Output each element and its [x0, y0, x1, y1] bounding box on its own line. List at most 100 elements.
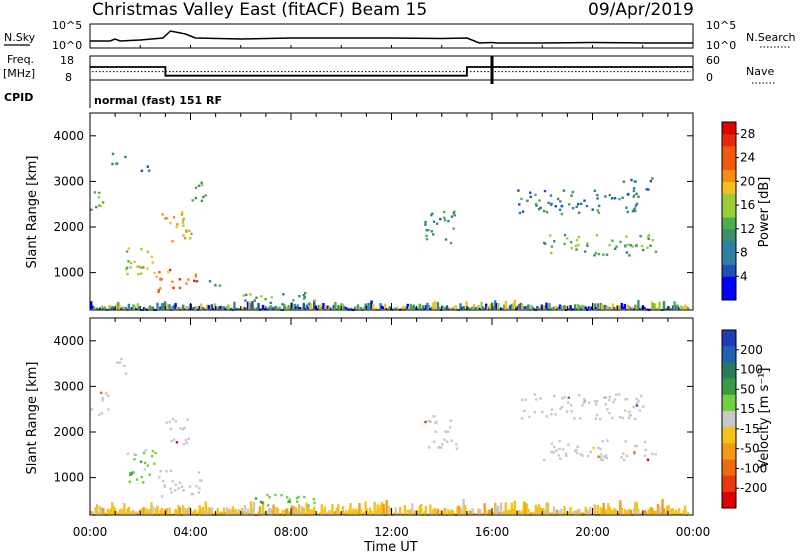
scatter-cell [628, 254, 631, 257]
ground-scatter-mark [251, 301, 254, 310]
scatter-cell [449, 426, 452, 429]
ground-scatter-mark [296, 509, 299, 515]
ground-scatter-mark [323, 307, 327, 310]
ground-scatter-mark [257, 303, 260, 310]
ground-scatter-mark [320, 306, 323, 309]
scatter-cell [159, 277, 162, 280]
scatter-cell [124, 155, 127, 159]
ground-scatter-mark [347, 509, 351, 515]
scatter-cell [169, 487, 172, 490]
scatter-cell [171, 240, 174, 243]
ground-scatter-mark [133, 305, 137, 310]
ground-scatter-mark [400, 512, 403, 515]
ground-scatter-mark [160, 508, 164, 515]
scatter-cell [302, 297, 306, 300]
scatter-cell [424, 223, 427, 226]
ground-scatter-mark [661, 499, 664, 515]
scatter-cell [111, 162, 114, 166]
ground-scatter-mark [147, 306, 150, 309]
ground-scatter-mark [279, 513, 283, 516]
ground-scatter-mark [108, 304, 111, 310]
scatter-cell [100, 204, 103, 208]
scatter-cell [453, 210, 456, 213]
ground-scatter-mark [175, 307, 179, 310]
ground-scatter-mark [501, 512, 504, 515]
scatter-cell [651, 177, 654, 180]
scatter-cell [597, 446, 600, 450]
ground-scatter-mark [408, 306, 411, 310]
ground-scatter-mark [120, 508, 123, 515]
ground-scatter-mark [397, 512, 400, 515]
scatter-cell [610, 197, 614, 200]
ground-scatter-mark [162, 512, 165, 515]
ground-scatter-mark [299, 307, 302, 310]
ground-scatter-mark [607, 503, 610, 515]
ground-scatter-mark [518, 510, 521, 515]
ground-scatter-mark [551, 512, 554, 515]
ground-scatter-mark [213, 512, 216, 515]
ground-scatter-mark [174, 303, 177, 310]
scatter-cell [570, 194, 573, 197]
scatter-cell [634, 417, 637, 421]
freq-series-line [90, 66, 693, 77]
cpid-label: CPID [4, 91, 33, 104]
ground-scatter-mark [371, 303, 375, 310]
ground-scatter-mark [316, 513, 319, 516]
ground-scatter-mark [459, 303, 462, 310]
ground-scatter-mark [91, 511, 94, 515]
ground-scatter-mark [307, 306, 310, 310]
ground-scatter-mark [548, 303, 551, 310]
scatter-cell [638, 409, 642, 412]
scatter-cell [98, 204, 101, 207]
scatter-cell [129, 473, 132, 476]
ground-scatter-mark [237, 509, 241, 515]
scatter-cell [100, 412, 104, 415]
ground-scatter-mark [246, 508, 250, 515]
ground-scatter-mark [255, 307, 259, 310]
scatter-cell [189, 237, 192, 240]
scatter-cell [592, 446, 595, 450]
ground-scatter-mark [213, 303, 216, 310]
ground-scatter-mark [108, 510, 111, 515]
scatter-cell [125, 268, 128, 271]
scatter-cell [214, 284, 217, 287]
scatter-cell [302, 294, 305, 297]
ground-scatter-mark [118, 509, 121, 515]
ground-scatter-mark [144, 511, 147, 515]
ground-scatter-mark [601, 508, 604, 515]
ground-scatter-mark [308, 301, 311, 310]
ground-scatter-mark [439, 510, 443, 515]
scatter-cell [633, 452, 636, 455]
ground-scatter-mark [94, 507, 97, 515]
ground-scatter-mark [414, 306, 417, 310]
ground-scatter-mark [150, 502, 153, 515]
ground-scatter-mark [138, 509, 141, 515]
scatter-cell [446, 430, 450, 433]
ground-scatter-mark [611, 509, 614, 515]
scatter-cell [282, 293, 285, 296]
scatter-cell [602, 253, 605, 256]
scatter-cell [111, 152, 115, 156]
ground-scatter-mark [512, 303, 515, 309]
scatter-cell [140, 169, 144, 172]
scatter-cell [129, 261, 133, 265]
velocity-x-ticks: 00:00 04:00 08:00 12:00 16:00 20:00 00:00 [73, 525, 711, 539]
ground-scatter-mark [460, 511, 464, 515]
ground-scatter-mark [267, 307, 271, 310]
ground-scatter-mark [364, 501, 367, 515]
scatter-cell [187, 278, 190, 281]
scatter-cell [98, 191, 101, 195]
colorbar-swatch [722, 330, 736, 347]
ground-scatter-mark [454, 305, 458, 310]
scatter-cell [452, 227, 455, 230]
ground-scatter-mark [335, 308, 339, 311]
scatter-cell [162, 479, 165, 483]
ground-scatter-mark [576, 509, 580, 515]
scatter-cell [529, 195, 532, 199]
ground-scatter-mark [509, 305, 512, 310]
ground-scatter-mark [629, 307, 633, 310]
scatter-cell [595, 234, 598, 237]
ground-scatter-mark [222, 507, 226, 514]
scatter-cell [259, 500, 263, 504]
scatter-cell [634, 444, 637, 448]
